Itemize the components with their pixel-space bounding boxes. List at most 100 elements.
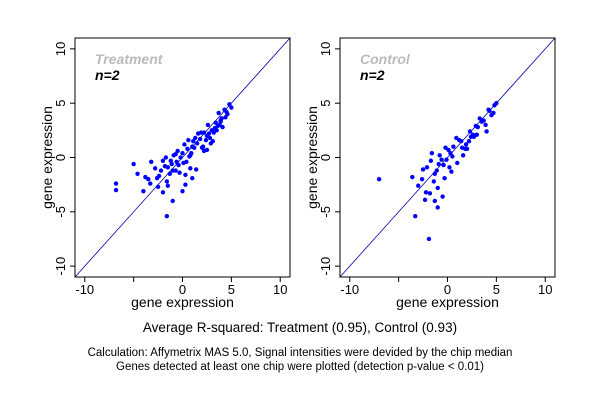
data-point	[450, 154, 455, 159]
data-point	[174, 159, 179, 165]
data-point	[477, 116, 482, 121]
panel-title: Treatment	[95, 51, 164, 67]
data-points	[113, 102, 234, 219]
data-point	[213, 120, 218, 125]
y-tick-label: 10	[318, 42, 333, 56]
data-point	[113, 187, 119, 193]
data-point	[207, 135, 213, 141]
data-point	[467, 129, 473, 134]
data-point	[224, 109, 229, 115]
data-point	[177, 170, 182, 175]
data-point	[464, 146, 470, 152]
data-point	[183, 182, 188, 187]
data-point	[190, 175, 195, 181]
data-point	[167, 171, 172, 176]
x-tick-label: 10	[538, 282, 552, 297]
data-point	[435, 205, 440, 210]
data-point	[454, 135, 459, 141]
y-tick-label: 5	[53, 100, 68, 107]
figure: -10 0 5 10 -10 -5 0 5 10 gene expression gene expr…	[39, 37, 556, 310]
panel-title: Control	[360, 51, 411, 67]
data-point	[198, 130, 204, 135]
detection-note: Genes detected at least one chip were pl…	[116, 361, 484, 373]
data-point	[432, 171, 437, 176]
data-point	[194, 141, 200, 146]
data-point	[463, 142, 469, 147]
data-point	[206, 131, 212, 136]
data-point	[192, 145, 197, 150]
data-point	[426, 236, 432, 242]
data-point	[180, 150, 185, 156]
y-tick-label: -5	[318, 206, 333, 218]
data-point	[484, 129, 489, 134]
y-tick-label: 0	[53, 154, 68, 161]
data-point	[205, 122, 211, 128]
data-point	[223, 115, 228, 120]
data-point	[474, 132, 480, 137]
data-point	[415, 183, 421, 188]
x-tick-label: -10	[75, 282, 94, 297]
y-tick-label: -10	[53, 257, 68, 276]
data-point	[481, 118, 486, 123]
data-point	[113, 181, 119, 186]
data-point	[181, 160, 186, 166]
data-point	[451, 144, 456, 149]
data-point	[429, 150, 435, 156]
data-point	[173, 168, 178, 173]
data-point	[180, 188, 185, 194]
data-point	[427, 191, 433, 196]
data-point	[440, 194, 445, 199]
y-tick-label: -10	[318, 257, 333, 276]
data-point	[473, 123, 479, 129]
data-point	[189, 150, 194, 156]
x-tick-label: 5	[228, 282, 235, 297]
identity-line	[339, 37, 556, 278]
data-point	[160, 158, 166, 163]
data-point	[376, 177, 382, 182]
data-point	[492, 103, 497, 108]
data-point	[455, 160, 460, 166]
data-point	[447, 165, 452, 170]
data-point	[486, 107, 491, 112]
data-point	[410, 174, 415, 180]
data-point	[188, 166, 193, 171]
x-tick-label: 0	[444, 282, 451, 297]
y-tick-label: 10	[53, 42, 68, 56]
data-point	[434, 168, 439, 173]
data-point	[422, 197, 428, 203]
x-axis-label: gene expression	[131, 294, 234, 310]
data-point	[424, 165, 430, 170]
data-point	[435, 185, 440, 191]
x-tick-label: -10	[340, 282, 359, 297]
data-point	[176, 162, 181, 168]
data-points	[376, 100, 499, 242]
data-point	[193, 167, 199, 172]
data-point	[439, 157, 444, 162]
data-point	[466, 139, 472, 144]
y-tick-label: 5	[318, 100, 333, 107]
data-point	[419, 177, 425, 182]
data-point	[155, 184, 161, 190]
data-point	[413, 213, 418, 219]
data-point	[229, 105, 234, 110]
data-point	[423, 190, 429, 195]
data-point	[175, 148, 180, 154]
data-point	[164, 213, 170, 219]
data-point	[220, 124, 225, 130]
data-point	[165, 183, 171, 188]
data-point	[441, 162, 446, 168]
y-tick-label: 0	[318, 154, 333, 161]
data-point	[200, 144, 206, 149]
data-point	[227, 102, 232, 107]
data-point	[449, 169, 454, 174]
data-point	[428, 158, 434, 163]
x-tick-label: 5	[493, 282, 500, 297]
data-point	[164, 179, 170, 184]
data-point	[170, 198, 175, 204]
data-point	[216, 110, 221, 116]
data-point	[218, 118, 223, 123]
data-point	[158, 168, 164, 173]
data-point	[178, 155, 183, 160]
data-point	[420, 167, 426, 172]
data-point	[444, 157, 449, 162]
